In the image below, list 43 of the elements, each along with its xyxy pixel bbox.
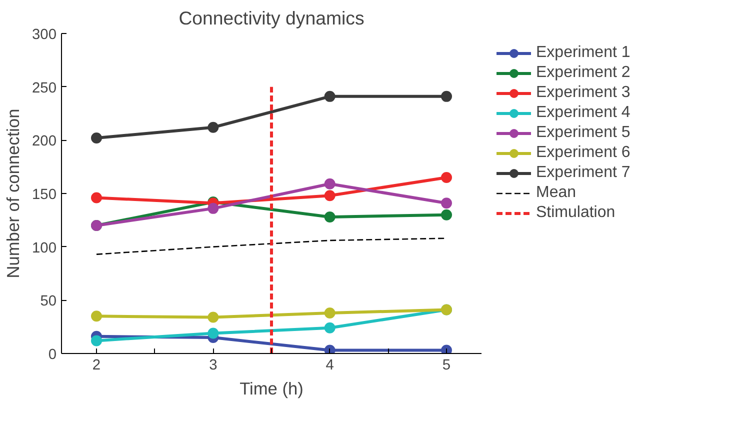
y-tick-label: 200: [32, 134, 57, 150]
point: [441, 209, 452, 220]
point: [441, 172, 452, 183]
point: [91, 132, 102, 144]
point: [324, 211, 336, 222]
chart-title: Connectivity dynamics: [178, 8, 364, 28]
legend-label: Experiment 4: [536, 104, 630, 122]
x-tick-label: 4: [326, 358, 334, 374]
y-tick-label: 150: [32, 187, 57, 203]
point: [208, 122, 219, 133]
point: [91, 310, 102, 322]
point: [441, 198, 452, 209]
legend-label: Experiment 2: [536, 64, 630, 82]
x-tick-label: 5: [442, 358, 451, 374]
y-tick-label: 250: [32, 80, 57, 96]
point: [441, 344, 452, 354]
y-tick-label: 0: [48, 347, 57, 363]
point: [91, 192, 102, 204]
point: [324, 344, 336, 354]
point: [91, 335, 102, 346]
legend-label: Experiment 7: [536, 164, 630, 182]
point: [324, 178, 336, 190]
point: [324, 307, 336, 318]
x-tick-label: 3: [209, 358, 218, 374]
legend-label: Experiment 6: [536, 144, 630, 162]
point: [208, 328, 219, 339]
legend-label: Stimulation: [536, 204, 616, 222]
x-tick-label: 2: [92, 358, 101, 374]
point: [208, 202, 219, 214]
legend-label: Experiment 5: [536, 124, 630, 142]
legend-label: Experiment 3: [536, 84, 630, 102]
point: [324, 90, 336, 102]
point: [208, 312, 219, 323]
y-tick-label: 100: [32, 240, 57, 256]
y-axis-title: Number of connection: [3, 108, 24, 278]
y-tick-label: 50: [40, 294, 57, 310]
legend-label: Experiment 1: [536, 44, 630, 62]
point: [441, 90, 452, 102]
x-axis-title: Time (h): [240, 378, 304, 398]
point: [324, 190, 336, 202]
legend-label: Mean: [536, 184, 576, 202]
y-tick-label: 300: [32, 27, 57, 43]
point: [324, 322, 336, 334]
